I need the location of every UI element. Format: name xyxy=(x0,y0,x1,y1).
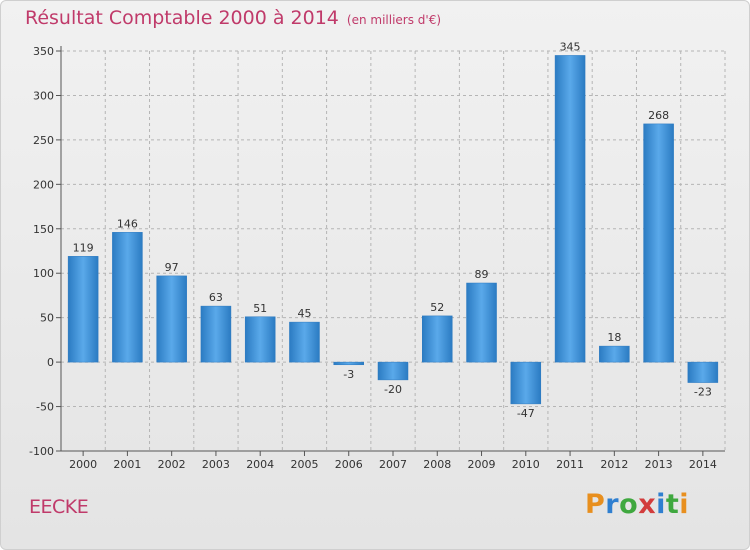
bar-2005 xyxy=(289,321,320,363)
logo-letter: P xyxy=(585,489,606,520)
x-tick-label: 2010 xyxy=(512,458,540,471)
bar-2006 xyxy=(333,361,364,366)
data-label-layer: 119 146 97 63 51 45 -3 -20 52 89 -47 345 18 268 -23 xyxy=(73,40,712,419)
x-tick-label: 2013 xyxy=(645,458,673,471)
data-label: 52 xyxy=(430,301,444,314)
data-label: -47 xyxy=(517,407,535,420)
y-tick-label: 250 xyxy=(33,134,54,147)
y-tick-label: 100 xyxy=(33,267,54,280)
x-tick-label: 2000 xyxy=(69,458,97,471)
x-tick-label: 2011 xyxy=(556,458,584,471)
y-tick-label: 50 xyxy=(40,312,54,325)
data-label: 18 xyxy=(607,331,621,344)
x-tick-label: 2009 xyxy=(468,458,496,471)
logo-letter: t xyxy=(665,489,680,520)
y-tick-label: -100 xyxy=(29,445,54,458)
y-tick-label: 0 xyxy=(47,356,54,369)
data-label: -23 xyxy=(694,386,712,399)
data-label: 119 xyxy=(73,241,94,254)
chart-subtitle: (en milliers d'€) xyxy=(346,13,442,27)
x-tick-label: 2001 xyxy=(113,458,141,471)
data-label: 146 xyxy=(117,217,138,230)
bar-2012 xyxy=(599,345,630,363)
y-tick-label: 300 xyxy=(33,89,54,102)
bar-2010 xyxy=(510,361,542,405)
x-tick-label: 2012 xyxy=(600,458,628,471)
bar-2014 xyxy=(687,361,719,383)
x-tick-label: 2006 xyxy=(335,458,363,471)
y-tick-label: -50 xyxy=(36,401,54,414)
bar-2001 xyxy=(112,232,143,363)
data-label: 268 xyxy=(648,109,669,122)
bar-2004 xyxy=(244,316,276,363)
bar-2003 xyxy=(200,305,232,363)
bar-2009 xyxy=(466,282,497,363)
y-tick-label: 200 xyxy=(33,178,54,191)
logo-letter: i xyxy=(656,489,666,520)
data-label: 63 xyxy=(209,291,223,304)
x-tick-label: 2003 xyxy=(202,458,230,471)
bar-layer xyxy=(67,55,719,405)
data-label: -20 xyxy=(384,383,402,396)
bar-2002 xyxy=(156,275,187,363)
logo-letter: o xyxy=(619,489,639,520)
data-label: 89 xyxy=(475,268,489,281)
bar-2013 xyxy=(643,123,674,363)
logo-letter: i xyxy=(679,489,690,520)
logo-letter: x xyxy=(638,489,657,520)
y-tick-label: 150 xyxy=(33,223,54,236)
chart-title: Résultat Comptable 2000 à 2014 (en millie… xyxy=(25,7,441,29)
x-tick-label: 2014 xyxy=(689,458,717,471)
x-tick-label: 2005 xyxy=(290,458,318,471)
commune-name: EECKE xyxy=(29,496,89,518)
data-label: 51 xyxy=(253,302,267,315)
data-label: 97 xyxy=(165,261,179,274)
data-label: 345 xyxy=(560,40,581,53)
proxiti-logo: Proxiti xyxy=(585,489,689,520)
data-label: 45 xyxy=(297,307,311,320)
logo-letter: r xyxy=(605,489,620,520)
x-tick-label: 2007 xyxy=(379,458,407,471)
data-label: -3 xyxy=(343,368,354,381)
bar-2000 xyxy=(67,256,99,363)
chart-title-text: Résultat Comptable 2000 à 2014 xyxy=(25,7,339,29)
x-tick-label: 2008 xyxy=(423,458,451,471)
x-tick-label: 2002 xyxy=(158,458,186,471)
axis-layer: -100 -50 0 50 100 150 200 250 300 350 2000 2001 2002… xyxy=(29,45,725,471)
y-tick-label: 350 xyxy=(33,45,54,58)
x-tick-label: 2004 xyxy=(246,458,274,471)
bar-2011 xyxy=(554,55,586,363)
bar-2008 xyxy=(422,315,453,363)
bar-2007 xyxy=(377,361,409,381)
